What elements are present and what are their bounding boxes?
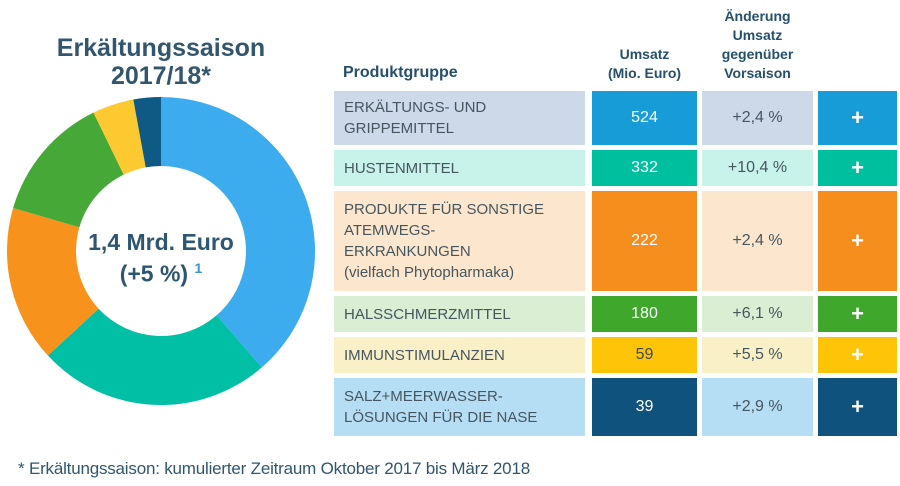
product-label: SALZ+MEERWASSER- LÖSUNGEN FÜR DIE NASE	[334, 378, 585, 436]
donut-segment	[93, 99, 146, 175]
change-value: +10,4 %	[702, 150, 813, 186]
table-row: HUSTENMITTEL 332 +10,4 % +	[334, 150, 897, 186]
umsatz-value: 59	[592, 337, 697, 373]
expand-plus-button[interactable]: +	[818, 378, 897, 436]
donut-segment	[47, 308, 262, 406]
product-label: ERKÄLTUNGS- UND GRIPPEMITTEL	[334, 91, 585, 145]
change-value: +2,4 %	[702, 91, 813, 145]
table-row: SALZ+MEERWASSER- LÖSUNGEN FÜR DIE NASE 3…	[334, 378, 897, 436]
donut-chart	[6, 97, 316, 406]
column-header-produktgruppe: Produktgruppe	[343, 64, 458, 81]
table-row: PRODUKTE FÜR SONSTIGE ATEMWEGS- ERKRANKU…	[334, 191, 897, 291]
umsatz-value: 222	[592, 191, 697, 291]
product-label: IMMUNSTIMULANZIEN	[334, 337, 585, 373]
expand-plus-button[interactable]: +	[818, 150, 897, 186]
donut-total-value: 1,4 Mrd. Euro	[88, 229, 234, 255]
product-label: HUSTENMITTEL	[334, 150, 585, 186]
footnote-ref-superscript: 1	[194, 260, 203, 276]
footnote: * Erkältungssaison: kumulierter Zeitraum…	[18, 459, 530, 478]
donut-segment	[13, 112, 124, 228]
column-header-aenderung: Änderung Umsatz gegenüber Vorsaison	[721, 8, 794, 81]
umsatz-value: 180	[592, 296, 697, 332]
umsatz-value: 332	[592, 150, 697, 186]
change-value: +2,9 %	[702, 378, 813, 436]
column-header-umsatz: Umsatz (Mio. Euro)	[607, 46, 682, 81]
donut-total-change: (+5 %) 1	[119, 260, 203, 287]
umsatz-value: 39	[592, 378, 697, 436]
product-table: ERKÄLTUNGS- UND GRIPPEMITTEL 524 +2,4 % …	[334, 91, 897, 441]
donut-segment	[161, 97, 316, 368]
donut-segment	[133, 97, 161, 168]
chart-title: Erkältungssaison 2017/18*	[56, 34, 266, 90]
table-row: IMMUNSTIMULANZIEN 59 +5,5 % +	[334, 337, 897, 373]
expand-plus-button[interactable]: +	[818, 91, 897, 145]
change-value: +2,4 %	[702, 191, 813, 291]
table-row: ERKÄLTUNGS- UND GRIPPEMITTEL 524 +2,4 % …	[334, 91, 897, 145]
table-row: HALSSCHMERZMITTEL 180 +6,1 % +	[334, 296, 897, 332]
change-value: +5,5 %	[702, 337, 813, 373]
product-label: HALSSCHMERZMITTEL	[334, 296, 585, 332]
product-label: PRODUKTE FÜR SONSTIGE ATEMWEGS- ERKRANKU…	[334, 191, 585, 291]
expand-plus-button[interactable]: +	[818, 191, 897, 291]
change-value: +6,1 %	[702, 296, 813, 332]
donut-segment	[6, 208, 99, 356]
expand-plus-button[interactable]: +	[818, 296, 897, 332]
umsatz-value: 524	[592, 91, 697, 145]
expand-plus-button[interactable]: +	[818, 337, 897, 373]
donut-center-label: 1,4 Mrd. Euro (+5 %) 1	[66, 229, 256, 287]
